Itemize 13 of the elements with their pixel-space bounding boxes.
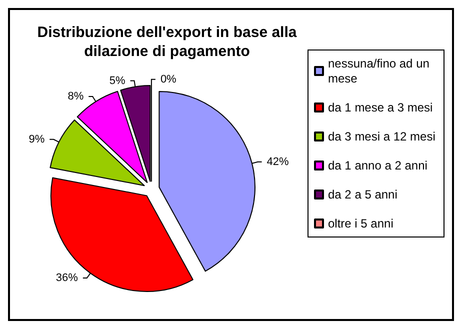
data-label: 42% <box>266 156 290 168</box>
legend-label: da 1 anno a 2 anni <box>328 158 428 172</box>
legend-label: da 2 a 5 anni <box>328 188 398 202</box>
data-label: 36% <box>56 272 78 284</box>
chart-title: Distribuzione dell'export in base alla dilazione di pagamento <box>37 24 298 60</box>
data-label: 8% <box>68 90 84 103</box>
legend-label: da 3 mesi a 12 mesi <box>328 130 436 144</box>
legend-label: da 1 mese a 3 mesi <box>328 100 433 114</box>
text: 0% <box>160 73 176 86</box>
data-label: 5% <box>109 74 126 87</box>
legend-label: oltre i 5 anni <box>328 216 394 230</box>
legend-label: nessuna/fino ad un mese <box>328 56 433 86</box>
data-label: 9% <box>28 133 45 146</box>
